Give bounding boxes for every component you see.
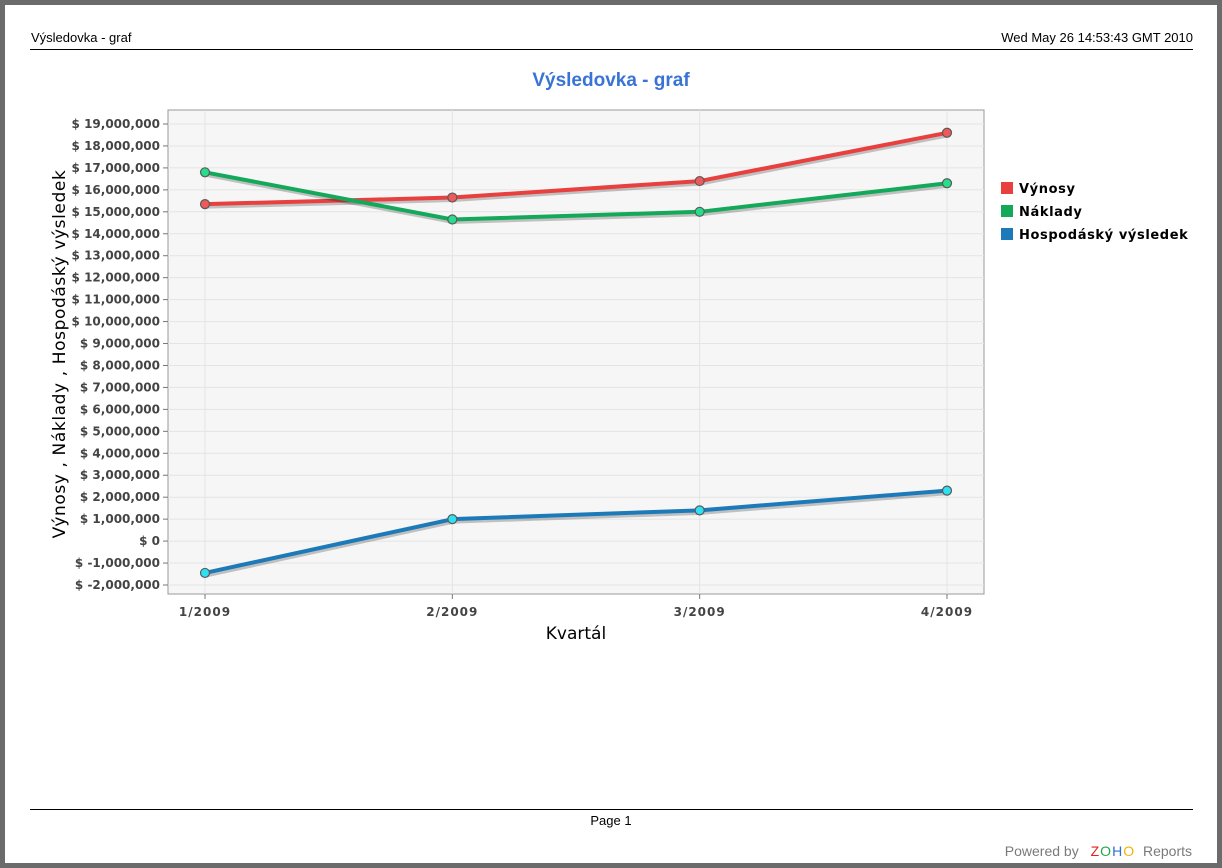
y-axis-title: Výnosy , Náklady , Hospodáský výsledek — [50, 170, 70, 539]
legend-label: Náklady — [1019, 205, 1083, 220]
y-tick-label: $ 17,000,000 — [72, 161, 160, 175]
report-title: Výsledovka - graf — [31, 30, 132, 45]
legend: Výnosy Náklady Hospodáský výsledek — [1001, 182, 1188, 243]
y-tick-label: $ 14,000,000 — [72, 227, 160, 241]
line-chart: Výsledovka - graf $ -2,000,000 $ -1,000,0… — [50, 70, 1188, 644]
series-group — [199, 127, 953, 579]
zoho-logo: ZOHO — [1090, 843, 1136, 859]
series-line — [204, 170, 948, 222]
y-tick-label: $ 18,000,000 — [72, 139, 160, 153]
y-tick-label: $ 2,000,000 — [80, 490, 160, 504]
y-tick-label: $ 4,000,000 — [80, 446, 160, 460]
powered-by-label: Powered by — [1004, 843, 1079, 859]
product-name: Reports — [1142, 843, 1192, 859]
data-point — [941, 127, 953, 138]
y-tick-label: $ 15,000,000 — [72, 205, 160, 219]
data-point — [447, 214, 458, 225]
x-tick-label: 2/2009 — [426, 605, 478, 619]
y-tick-label: $ 1,000,000 — [80, 512, 160, 526]
data-point — [199, 199, 211, 210]
y-tick-label: $ -1,000,000 — [75, 556, 160, 570]
y-tick-label: $ 13,000,000 — [72, 249, 160, 263]
legend-label: Hospodáský výsledek — [1019, 228, 1188, 243]
data-point — [941, 178, 953, 189]
x-axis-title: Kvartál — [546, 624, 606, 644]
series-line — [204, 488, 948, 575]
report-page: Výsledovka - graf Wed May 26 14:53:43 GM… — [5, 5, 1217, 863]
data-point — [694, 206, 705, 217]
y-tick-label: $ 11,000,000 — [72, 293, 160, 307]
y-tick-label: $ 7,000,000 — [80, 380, 160, 394]
chart-title: Výsledovka - graf — [532, 70, 690, 91]
legend-swatch — [1001, 205, 1013, 217]
x-axis-ticks: 1/2009 2/2009 3/2009 4/2009 — [179, 594, 973, 619]
y-tick-label: $ 5,000,000 — [80, 424, 160, 438]
data-point — [941, 485, 953, 496]
data-point — [199, 567, 211, 579]
y-tick-label: $ 16,000,000 — [72, 183, 160, 197]
x-tick-label: 3/2009 — [674, 605, 726, 619]
y-tick-label: $ 8,000,000 — [80, 358, 160, 372]
series-shadow — [205, 132, 949, 209]
page-number: Page 1 — [590, 813, 632, 828]
plot-area — [167, 109, 985, 595]
data-point — [694, 175, 705, 187]
footer-divider — [30, 809, 1193, 810]
series-line — [204, 130, 948, 207]
header-divider — [30, 49, 1193, 50]
data-point — [447, 514, 458, 525]
x-tick-label: 1/2009 — [179, 605, 231, 619]
data-point — [694, 505, 705, 516]
y-tick-label: $ 6,000,000 — [80, 402, 160, 416]
legend-swatch — [1001, 182, 1013, 194]
y-tick-label: $ 9,000,000 — [80, 337, 160, 351]
legend-label: Výnosy — [1019, 182, 1076, 197]
y-axis-ticks: $ -2,000,000 $ -1,000,000 $ 0 $ 1,000,000 $ … — [72, 117, 168, 592]
y-tick-label: $ 10,000,000 — [72, 315, 160, 329]
powered-by: Powered by ZOHO Reports — [1005, 843, 1192, 859]
y-tick-label: $ 19,000,000 — [72, 117, 160, 131]
y-tick-label: $ 3,000,000 — [80, 468, 160, 482]
legend-swatch — [1001, 228, 1013, 240]
data-point — [199, 167, 211, 178]
data-point — [447, 192, 458, 203]
report-timestamp: Wed May 26 14:53:43 GMT 2010 — [1001, 30, 1193, 45]
series-shadow — [205, 490, 949, 578]
y-tick-label: $ 0 — [139, 534, 160, 548]
y-tick-label: $ -2,000,000 — [75, 578, 160, 592]
x-tick-label: 4/2009 — [921, 605, 973, 619]
y-tick-label: $ 12,000,000 — [72, 271, 160, 285]
